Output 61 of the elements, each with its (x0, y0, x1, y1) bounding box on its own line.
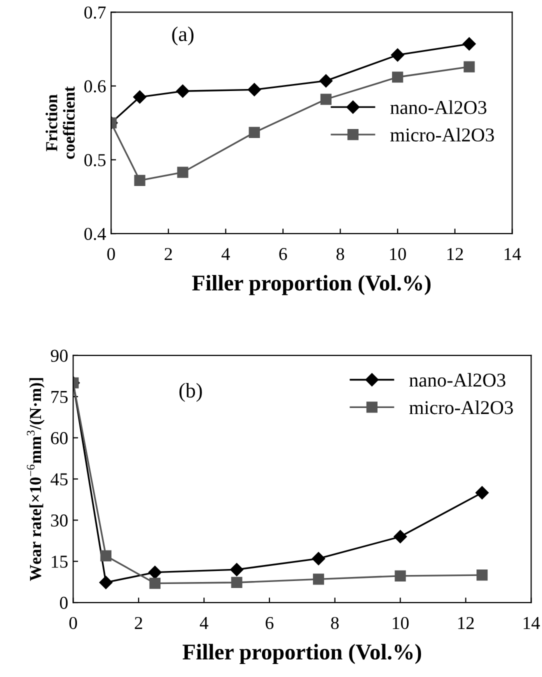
legend-label: nano-Al2O3 (390, 100, 486, 114)
x-tick-label: 14 (524, 617, 540, 629)
y-tick-label: 75 (51, 391, 68, 404)
x-tick-label: 2 (164, 248, 172, 260)
point (394, 570, 406, 582)
x-axis-title: Filler proportion (Vol.%) (192, 274, 431, 296)
point (148, 566, 162, 579)
point (464, 61, 475, 72)
x-tick-label: 4 (200, 617, 208, 629)
point (248, 126, 260, 138)
x-tick-label: 0 (107, 248, 115, 260)
y-tick-label: 0.5 (84, 154, 106, 166)
y-tick-label: 45 (50, 473, 68, 486)
point (230, 562, 244, 576)
legend-label: micro-Al2O3 (409, 400, 513, 414)
point (149, 578, 161, 589)
x-tick-label: 0 (69, 616, 77, 630)
point (231, 576, 242, 588)
annotation: (b) (179, 382, 202, 402)
x-tick-label: 2 (134, 616, 142, 629)
point (248, 83, 261, 96)
point (391, 48, 404, 62)
legend-label: micro-Al2O3 (390, 128, 494, 142)
x-tick-label: 12 (458, 616, 474, 629)
x-tick-label: 14 (504, 248, 521, 260)
annotation: (a) (172, 26, 194, 46)
point (392, 72, 404, 83)
point (176, 84, 190, 98)
x-tick-label: 6 (279, 248, 287, 260)
y-tick-label: 15 (52, 556, 68, 568)
point (99, 576, 112, 590)
y-axis-title: Friction coefficient (46, 86, 75, 159)
point (312, 574, 324, 585)
y-tick-label: 0.7 (84, 6, 106, 19)
legend-label: nano-Al2O3 (409, 373, 506, 387)
y-tick-label: 0.6 (84, 80, 106, 92)
x-axis-title: Filler proportion (Vol.%) (182, 644, 422, 664)
x-tick-label: 12 (447, 248, 463, 260)
point (134, 174, 146, 186)
y-tick-label: 0 (60, 596, 68, 609)
point (312, 552, 326, 566)
y-tick-label: 30 (51, 514, 68, 527)
x-tick-label: 6 (266, 616, 274, 630)
point (320, 94, 332, 105)
point (319, 74, 333, 88)
point (476, 486, 489, 500)
x-tick-label: 4 (222, 248, 230, 260)
y-tick-label: 0.4 (84, 228, 106, 240)
point (177, 166, 188, 178)
y-tick-label: 60 (51, 432, 68, 444)
y-tick-label: 90 (50, 350, 68, 362)
point (100, 550, 112, 562)
x-tick-label: 10 (390, 248, 406, 260)
x-tick-label: 10 (392, 616, 409, 630)
point (394, 530, 407, 544)
x-tick-label: 8 (336, 248, 344, 260)
point (476, 570, 488, 581)
point (462, 37, 476, 51)
point (133, 90, 146, 104)
y-axis-title: Wear rate[×10$^{−6}$mm$^{3}$/(N·m)] (26, 378, 45, 581)
x-tick-label: 8 (331, 616, 339, 630)
